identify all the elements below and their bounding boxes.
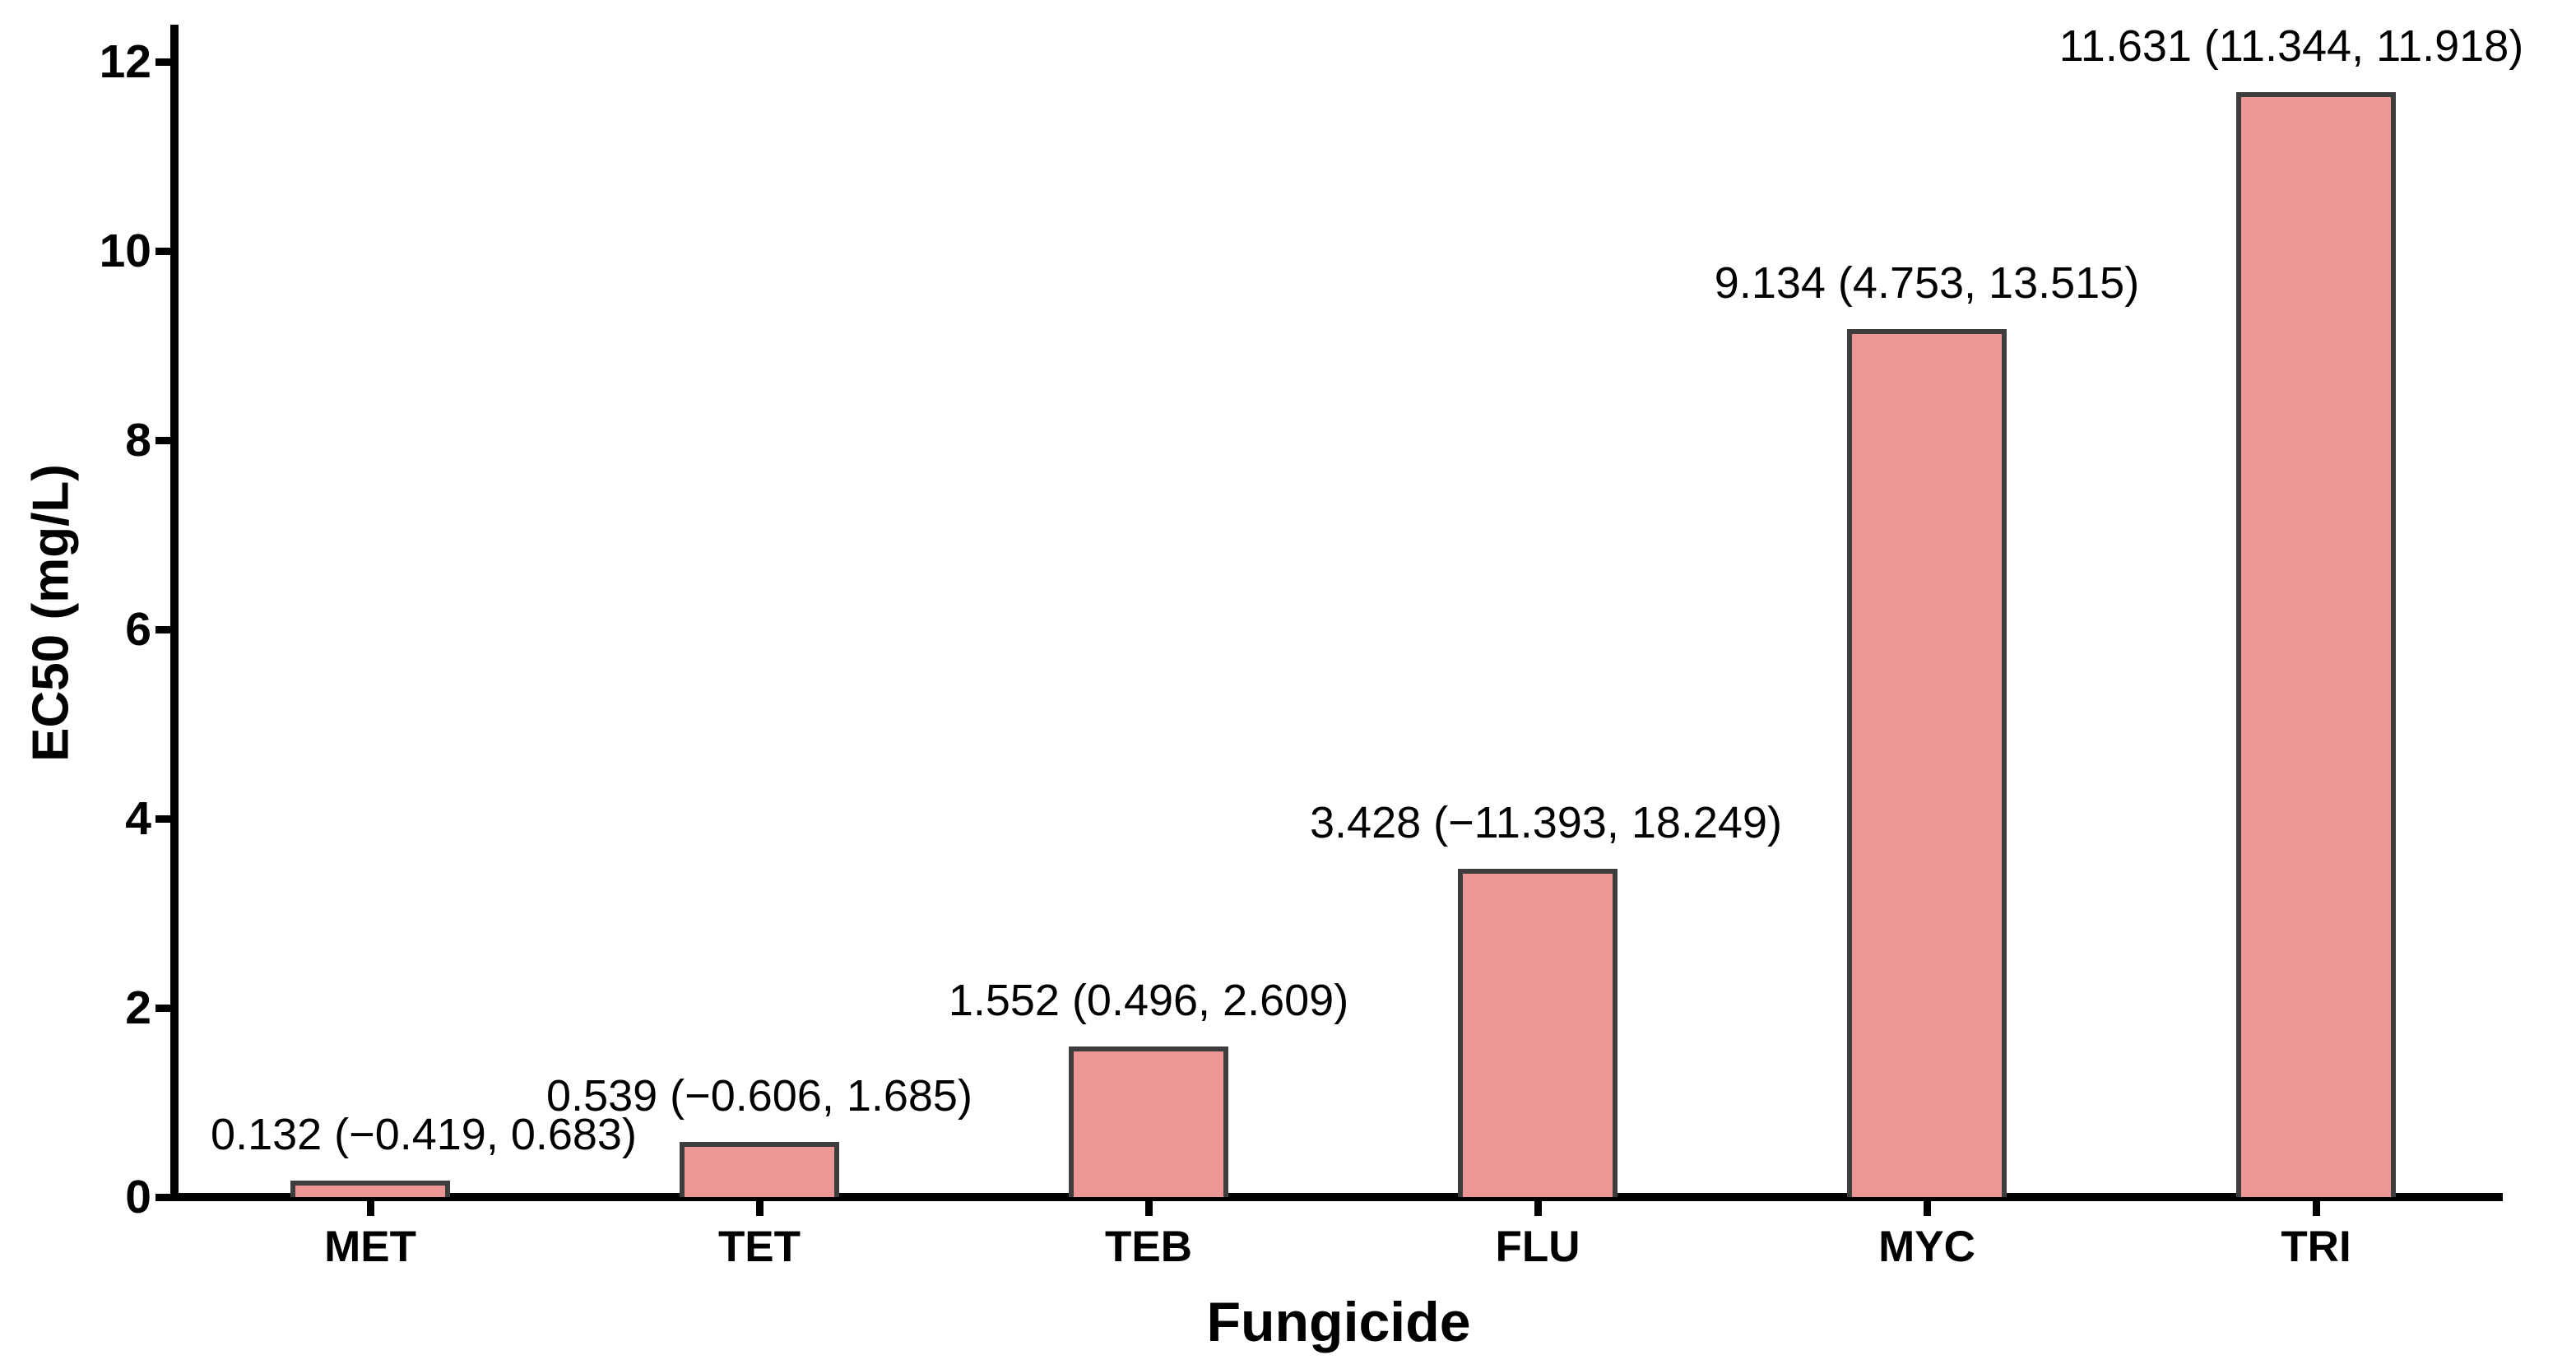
y-axis-title: EC50 (mg/L) bbox=[22, 464, 80, 762]
y-tick-mark-0 bbox=[155, 1193, 170, 1201]
x-axis-line bbox=[170, 1193, 2503, 1201]
bar-value-label-tri: 11.631 (11.344, 11.918) bbox=[2058, 21, 2524, 72]
bar-value-label-met: 0.132 (−0.419, 0.683) bbox=[211, 1109, 637, 1159]
y-tick-mark-6 bbox=[155, 625, 170, 633]
x-category-label-met: MET bbox=[324, 1223, 416, 1271]
y-tick-label: 10 bbox=[99, 225, 151, 277]
x-category-label-teb: TEB bbox=[1105, 1223, 1192, 1271]
bar-flu bbox=[1458, 868, 1618, 1197]
y-tick-label: 6 bbox=[125, 603, 151, 656]
y-tick-label: 0 bbox=[125, 1171, 151, 1223]
x-tick-mark-myc bbox=[1923, 1201, 1931, 1216]
bar-value-label-myc: 9.134 (4.753, 13.515) bbox=[1714, 258, 2140, 308]
y-tick-mark-8 bbox=[155, 436, 170, 444]
x-category-label-myc: MYC bbox=[1878, 1223, 1975, 1271]
x-tick-mark-tet bbox=[755, 1201, 764, 1216]
bar-met bbox=[290, 1180, 450, 1197]
x-category-label-tet: TET bbox=[717, 1223, 801, 1271]
x-tick-mark-flu bbox=[1534, 1201, 1542, 1216]
y-tick-mark-2 bbox=[155, 1004, 170, 1012]
bar-myc bbox=[1847, 328, 2007, 1197]
x-tick-mark-teb bbox=[1144, 1201, 1153, 1216]
x-tick-mark-met bbox=[366, 1201, 374, 1216]
bar-value-label-flu: 3.428 (−11.393, 18.249) bbox=[1310, 797, 1782, 847]
x-tick-mark-tri bbox=[2312, 1201, 2320, 1216]
y-tick-label: 12 bbox=[99, 35, 151, 88]
y-tick-mark-12 bbox=[155, 58, 170, 66]
x-category-label-tri: TRI bbox=[2281, 1223, 2351, 1271]
bar-value-label-teb: 1.552 (0.496, 2.609) bbox=[948, 975, 1349, 1025]
y-tick-label: 2 bbox=[125, 982, 151, 1034]
x-category-label-flu: FLU bbox=[1495, 1223, 1580, 1271]
y-tick-label: 4 bbox=[125, 792, 151, 845]
bar-tri bbox=[2236, 92, 2396, 1197]
x-axis-title: Fungicide bbox=[1206, 1291, 1471, 1353]
y-axis-line bbox=[170, 25, 179, 1201]
y-tick-mark-10 bbox=[155, 247, 170, 255]
bar-value-label-tet: 0.539 (−0.606, 1.685) bbox=[546, 1071, 972, 1121]
bar-teb bbox=[1069, 1046, 1228, 1197]
y-tick-label: 8 bbox=[125, 414, 151, 466]
bar-tet bbox=[680, 1142, 839, 1197]
y-tick-mark-4 bbox=[155, 814, 170, 823]
